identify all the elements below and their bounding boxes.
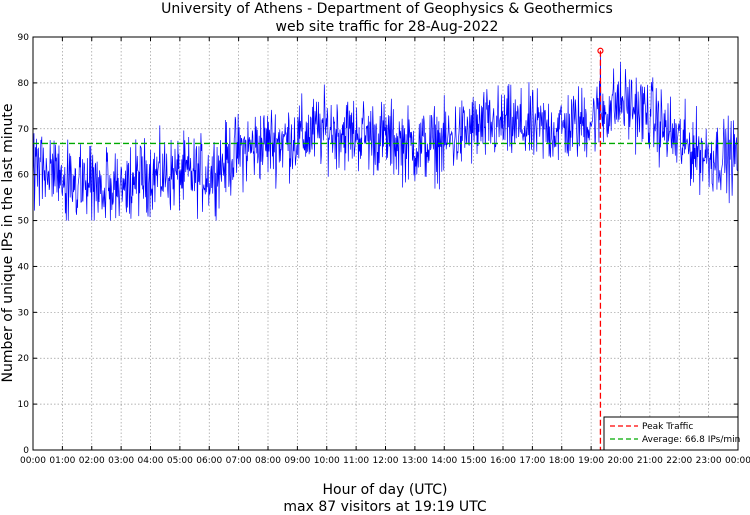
x-tick-label: 00:00 — [20, 456, 46, 466]
x-axis-label: Hour of day (UTC) — [323, 482, 448, 498]
x-tick-label: 12:00 — [373, 456, 399, 466]
y-tick-label: 10 — [18, 400, 30, 410]
y-tick-label: 90 — [18, 33, 30, 43]
x-tick-label: 23:00 — [696, 456, 722, 466]
x-tick-label: 05:00 — [167, 456, 193, 466]
x-axis-sublabel: max 87 visitors at 19:19 UTC — [283, 499, 486, 515]
y-tick-label: 50 — [18, 217, 30, 227]
y-tick-label: 80 — [18, 79, 30, 89]
y-axis-label: Number of unique IPs in the last minute — [0, 104, 16, 383]
x-tick-label: 06:00 — [196, 456, 222, 466]
y-tick-label: 0 — [23, 446, 29, 456]
x-tick-label: 15:00 — [461, 456, 487, 466]
x-tick-label: 19:00 — [578, 456, 604, 466]
x-tick-label: 08:00 — [255, 456, 281, 466]
chart-title: University of Athens - Department of Geo… — [161, 1, 613, 17]
y-tick-label: 70 — [18, 125, 30, 135]
legend-box — [603, 416, 739, 451]
y-tick-label: 30 — [18, 308, 30, 318]
x-tick-label: 02:00 — [79, 456, 105, 466]
peak-marker — [597, 47, 604, 54]
legend: Peak Traffic Average: 66.8 IPs/min — [603, 416, 740, 451]
x-tick-label: 11:00 — [343, 456, 369, 466]
chart-subtitle: web site traffic for 28-Aug-2022 — [276, 19, 499, 35]
x-tick-label: 16:00 — [490, 456, 516, 466]
legend-average-label: Average: 66.8 IPs/min — [642, 435, 740, 445]
x-tick-label: 07:00 — [226, 456, 252, 466]
x-tick-label: 18:00 — [549, 456, 575, 466]
x-tick-label: 10:00 — [314, 456, 340, 466]
traffic-series-line — [32, 50, 738, 221]
plot-frame — [32, 36, 739, 451]
x-tick-label: 00:00 — [725, 456, 750, 466]
series-layer — [32, 47, 738, 450]
x-tick-label: 13:00 — [402, 456, 428, 466]
x-tick-label: 09:00 — [284, 456, 310, 466]
x-tick-label: 17:00 — [519, 456, 545, 466]
grid-lines — [33, 37, 738, 450]
x-tick-label: 03:00 — [108, 456, 134, 466]
x-tick-label: 20:00 — [608, 456, 634, 466]
legend-peak-label: Peak Traffic — [642, 422, 693, 432]
x-tick-label: 22:00 — [666, 456, 692, 466]
y-tick-label: 20 — [18, 354, 30, 364]
y-tick-label: 40 — [18, 262, 30, 272]
x-tick-label: 01:00 — [49, 456, 75, 466]
x-tick-label: 04:00 — [138, 456, 164, 466]
x-tick-label: 21:00 — [637, 456, 663, 466]
y-tick-label: 60 — [18, 171, 30, 181]
x-tick-label: 14:00 — [431, 456, 457, 466]
